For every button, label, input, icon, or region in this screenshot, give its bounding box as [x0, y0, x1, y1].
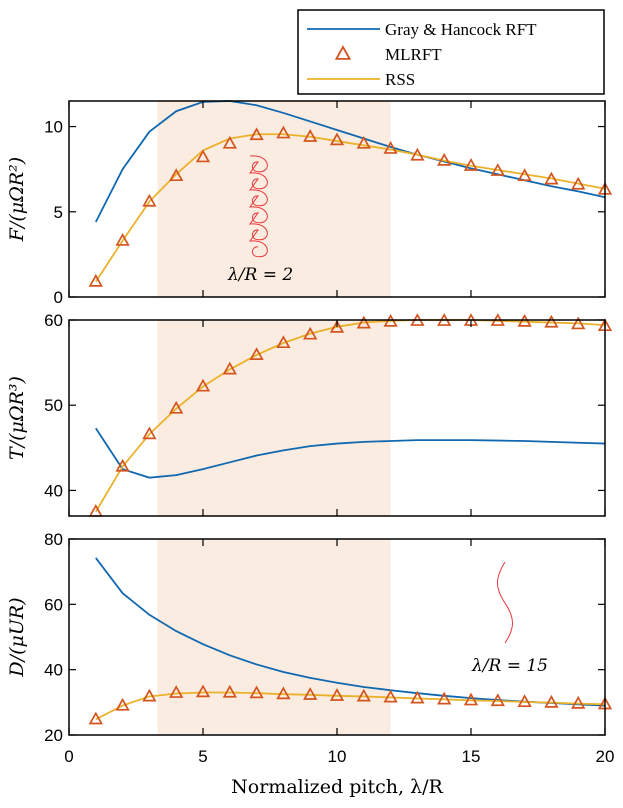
mlrft-point [115, 697, 130, 711]
mlrft-point [249, 685, 264, 699]
mlrft-point [544, 694, 559, 708]
mlrft-point [88, 273, 103, 287]
legend-triangle-icon [334, 45, 352, 60]
panel-1 [68, 100, 613, 298]
y-tick-label: 5 [54, 203, 63, 222]
mlrft-point [383, 140, 398, 154]
mlrft-point [88, 711, 103, 725]
mlrft-point [356, 688, 371, 702]
mlrft-point [303, 326, 318, 340]
mlrft-point [249, 127, 264, 141]
shaded-region [157, 539, 391, 735]
mlrft-point [222, 684, 237, 698]
y-tick-label: 50 [44, 396, 63, 415]
mlrft-point [544, 314, 559, 328]
y-tick-label: 40 [44, 661, 63, 680]
mlrft-point [303, 129, 318, 142]
legend-box [297, 9, 605, 95]
legend-entry-3: RSS [307, 70, 415, 89]
mlrft-point [195, 149, 211, 163]
series-line-rss [95, 133, 606, 283]
legend-label: Gray & Hancock RFT [385, 20, 537, 39]
y-axis-label: T/(μΩR³) [6, 376, 28, 460]
mlrft-point [410, 147, 425, 161]
annotation-pitch-15: λ/R = 15 [471, 656, 548, 676]
mlrft-point [410, 690, 425, 704]
mlrft-point [276, 686, 291, 700]
mlrft-point [356, 135, 371, 149]
mlrft-point [463, 158, 479, 171]
mlrft-point [571, 176, 586, 190]
shaded-region [157, 320, 391, 516]
y-tick-label: 0 [54, 288, 63, 307]
mlrft-point [329, 319, 345, 333]
y-tick-label: 10 [44, 118, 63, 137]
mlrft-point [517, 168, 532, 182]
mlrft-point [195, 684, 211, 698]
x-tick-label: 0 [64, 747, 73, 766]
x-tick-label: 10 [328, 747, 347, 766]
mlrft-point [329, 132, 345, 146]
mlrft-point [195, 378, 211, 392]
mlrft-point [115, 233, 130, 246]
y-axis-label: F/(μΩR²) [6, 157, 28, 242]
mlrft-point [249, 347, 264, 360]
mlrft-point [571, 695, 586, 709]
mlrft-point [490, 163, 505, 176]
mlrft-point [115, 458, 130, 472]
mlrft-point [142, 193, 157, 207]
x-tick-label: 20 [596, 747, 615, 766]
mlrft-point [169, 168, 184, 182]
mlrft-point [437, 691, 452, 705]
mlrft-point [142, 426, 157, 440]
x-tick-label: 15 [462, 747, 481, 766]
mlrft-point [437, 152, 452, 166]
y-tick-label: 80 [44, 530, 63, 549]
mlrft-point [276, 125, 291, 139]
mlrft-point [517, 694, 532, 708]
mlrft-point [169, 685, 184, 698]
series-line-rss [95, 319, 606, 513]
panel-2 [68, 313, 613, 517]
mlrft-point [222, 361, 237, 375]
x-axis-label: Normalized pitch, λ/R [231, 776, 443, 798]
mlrft-point [463, 692, 479, 706]
mlrft-point [544, 171, 559, 185]
helix-sketch-pitch-15 [497, 561, 513, 644]
mlrft-point [383, 313, 398, 327]
mlrft-point [383, 689, 398, 703]
y-tick-label: 60 [44, 595, 63, 614]
legend-entry-1: Gray & Hancock RFT [307, 20, 537, 39]
mlrft-point [276, 335, 291, 349]
legend: Gray & Hancock RFT MLRFT RSS [297, 9, 605, 95]
legend-label: RSS [385, 70, 415, 89]
helix-sketch-pitch-2 [248, 155, 268, 258]
y-tick-label: 40 [44, 481, 63, 500]
mlrft-point [356, 315, 371, 329]
mlrft-point [329, 688, 345, 701]
legend-label: MLRFT [385, 45, 442, 64]
series-line-rft [95, 427, 606, 479]
mlrft-point [142, 688, 157, 702]
mlrft-point [517, 313, 532, 327]
mlrft-point [490, 693, 505, 707]
annotation-pitch-2: λ/R = 2 [227, 265, 293, 285]
mlrft-point [571, 316, 586, 330]
y-tick-label: 20 [44, 726, 63, 745]
y-tick-label: 60 [44, 311, 63, 330]
y-axis-label: D/(μUR) [6, 597, 28, 677]
panel-3 [68, 538, 613, 736]
legend-entry-2: MLRFT [334, 45, 442, 64]
x-tick-label: 5 [198, 747, 207, 766]
mlrft-point [169, 400, 184, 414]
mlrft-point [222, 135, 237, 149]
mlrft-point [303, 687, 318, 700]
